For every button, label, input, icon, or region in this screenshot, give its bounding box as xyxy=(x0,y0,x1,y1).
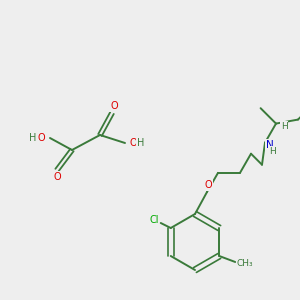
Text: O: O xyxy=(130,138,138,148)
Text: N: N xyxy=(266,140,274,150)
Text: H: H xyxy=(270,147,276,156)
Text: O: O xyxy=(110,101,118,111)
Text: H: H xyxy=(280,122,287,131)
Text: H: H xyxy=(137,138,144,148)
Text: O: O xyxy=(38,133,45,143)
Text: O: O xyxy=(204,180,212,190)
Text: O: O xyxy=(53,172,61,182)
Text: Cl: Cl xyxy=(149,215,158,225)
Text: H: H xyxy=(28,133,36,143)
Text: CH₃: CH₃ xyxy=(237,260,253,268)
